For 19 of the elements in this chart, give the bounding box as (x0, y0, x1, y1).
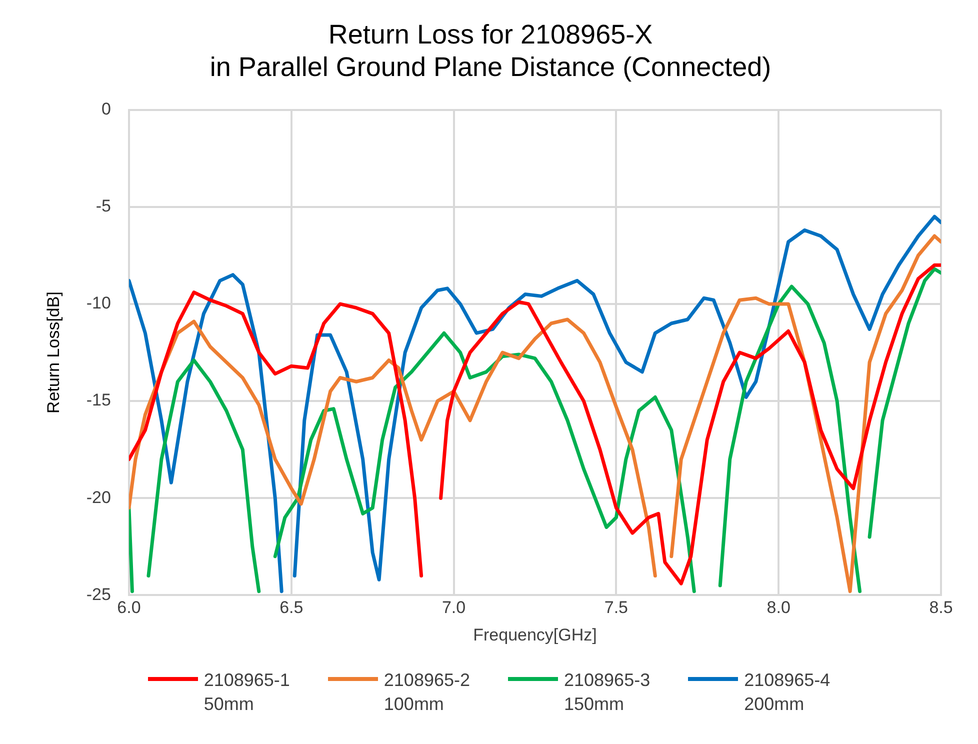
y-tick-label: -5 (96, 196, 111, 216)
x-axis-title: Frequency[GHz] (473, 625, 597, 644)
legend-label: 2108965-4 200mm (744, 669, 830, 716)
legend-label: 2108965-2 100mm (384, 669, 470, 716)
y-tick-label: -25 (86, 584, 111, 604)
chart-title: Return Loss for 2108965-X in Parallel Ground Plane Distance (Connected) (210, 20, 772, 82)
x-tick-label: 6.0 (117, 598, 141, 618)
y-tick-label: -10 (86, 294, 111, 313)
y-axis-title: Return Loss[dB] (44, 292, 63, 414)
x-tick-label: 7.0 (442, 598, 466, 618)
y-tick-label: 0 (102, 99, 111, 118)
legend-label: 2108965-3 150mm (564, 669, 650, 716)
legend-label: 2108965-1 50mm (204, 669, 290, 716)
x-tick-label: 8.0 (766, 598, 790, 618)
x-tick-label: 8.5 (929, 598, 953, 618)
y-tick-label: -15 (86, 390, 111, 410)
y-tick-label: -20 (86, 488, 111, 507)
x-tick-label: 7.5 (604, 598, 628, 618)
x-tick-label: 6.5 (280, 598, 304, 618)
